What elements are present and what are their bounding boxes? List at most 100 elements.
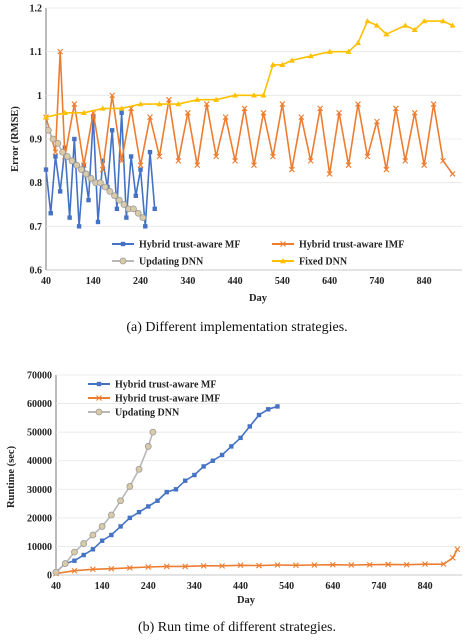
data-point bbox=[111, 192, 118, 200]
legend-label: Hybrid trust-aware MF bbox=[139, 240, 240, 251]
data-point bbox=[57, 189, 63, 194]
data-point bbox=[213, 96, 220, 102]
data-point bbox=[130, 205, 137, 213]
data-point bbox=[57, 48, 64, 55]
data-point bbox=[80, 109, 87, 115]
data-point bbox=[119, 110, 124, 115]
data-point bbox=[90, 566, 96, 573]
data-point bbox=[164, 489, 169, 495]
data-point bbox=[118, 105, 125, 111]
x-tick-label: 740 bbox=[369, 276, 384, 287]
legend-item: Hybrid trust-aware MF bbox=[88, 380, 216, 391]
data-point bbox=[117, 497, 124, 505]
data-point bbox=[385, 561, 392, 568]
data-point bbox=[173, 487, 179, 492]
data-point bbox=[355, 101, 361, 107]
data-point bbox=[76, 224, 82, 229]
data-point bbox=[126, 564, 133, 571]
data-point bbox=[144, 443, 152, 450]
series-hybrid-trust-aware-imf bbox=[53, 546, 461, 577]
data-point bbox=[192, 472, 197, 478]
y-tick-label: 70000 bbox=[27, 371, 52, 382]
x-tick-label: 440 bbox=[233, 581, 248, 592]
y-tick-label: 1 bbox=[37, 91, 42, 102]
x-tick-label: 340 bbox=[187, 581, 202, 592]
data-point bbox=[109, 128, 115, 133]
legend-label: Updating DNN bbox=[115, 408, 180, 419]
data-point bbox=[71, 101, 78, 107]
data-point bbox=[402, 22, 409, 28]
data-point bbox=[145, 564, 152, 570]
data-point bbox=[421, 18, 428, 24]
legend-label: Hybrid trust-aware MF bbox=[115, 380, 216, 391]
data-point bbox=[229, 444, 234, 449]
chart-b-ylabel: Runtime (sec) bbox=[6, 445, 17, 508]
x-tick-label: 540 bbox=[275, 276, 290, 287]
y-tick-label: 60000 bbox=[27, 399, 52, 410]
data-point bbox=[52, 149, 59, 155]
x-tick-label: 840 bbox=[418, 581, 433, 592]
data-point bbox=[106, 187, 114, 195]
data-point bbox=[90, 547, 96, 552]
data-point bbox=[71, 567, 78, 574]
data-point bbox=[348, 562, 355, 568]
data-point bbox=[251, 92, 257, 98]
data-point bbox=[311, 562, 318, 568]
data-point bbox=[326, 48, 333, 54]
data-point bbox=[269, 61, 276, 67]
data-point bbox=[449, 554, 456, 561]
x-tick-label: 440 bbox=[228, 276, 243, 287]
data-point bbox=[266, 407, 271, 412]
chart-b-xlabel: Day bbox=[237, 595, 256, 606]
data-point bbox=[298, 114, 305, 121]
data-point bbox=[166, 96, 172, 103]
data-point bbox=[48, 211, 53, 216]
data-point bbox=[108, 565, 115, 572]
data-point bbox=[422, 561, 428, 568]
y-tick-label: 0.6 bbox=[30, 266, 43, 277]
data-point bbox=[175, 101, 182, 107]
y-tick-label: 40000 bbox=[27, 456, 52, 467]
data-point bbox=[115, 196, 123, 204]
data-point bbox=[449, 22, 456, 28]
data-point bbox=[49, 135, 57, 143]
x-tick-label: 640 bbox=[322, 276, 337, 287]
data-point bbox=[44, 126, 52, 134]
data-point bbox=[128, 154, 134, 159]
y-tick-label: 30000 bbox=[27, 485, 52, 496]
y-tick-label: 20000 bbox=[27, 513, 52, 524]
data-point bbox=[68, 157, 76, 165]
chart-a-ylabel: Error (RMSE) bbox=[10, 106, 21, 172]
data-point bbox=[203, 101, 210, 107]
data-point bbox=[138, 167, 143, 172]
data-point bbox=[210, 458, 216, 463]
x-tick-label: 740 bbox=[371, 581, 386, 592]
x-tick-label: 140 bbox=[95, 581, 110, 592]
x-tick-label: 540 bbox=[279, 581, 294, 592]
data-point bbox=[213, 153, 220, 160]
y-tick-label: 0.7 bbox=[30, 222, 43, 233]
data-point bbox=[126, 483, 134, 490]
data-point bbox=[293, 562, 299, 569]
caption-a: (a) Different implementation strategies. bbox=[126, 320, 348, 335]
data-point bbox=[109, 532, 114, 538]
chart-rmse: 0.6 0.7 0.8 0.9 1 1.1 1.2 40 140 240 340 440 540 640… bbox=[10, 4, 462, 304]
data-point bbox=[135, 465, 143, 473]
data-point bbox=[374, 118, 380, 125]
data-point bbox=[449, 171, 456, 177]
legend-marker bbox=[96, 395, 102, 401]
data-point bbox=[155, 498, 160, 503]
series-line bbox=[55, 431, 154, 573]
y-tick-label: 0.9 bbox=[30, 135, 43, 146]
data-point bbox=[200, 562, 207, 569]
y-tick-label: 10000 bbox=[27, 542, 52, 553]
legend-item: Hybrid trust-aware IMF bbox=[272, 240, 404, 251]
data-point bbox=[194, 162, 201, 169]
data-point bbox=[63, 153, 71, 160]
legend-item: Updating DNN bbox=[112, 257, 204, 268]
data-point bbox=[366, 561, 373, 568]
chart-b-legend: Hybrid trust-aware MF Hybrid trust-aware … bbox=[88, 380, 220, 419]
data-point bbox=[222, 114, 229, 121]
data-point bbox=[87, 174, 95, 182]
data-point bbox=[430, 101, 437, 107]
